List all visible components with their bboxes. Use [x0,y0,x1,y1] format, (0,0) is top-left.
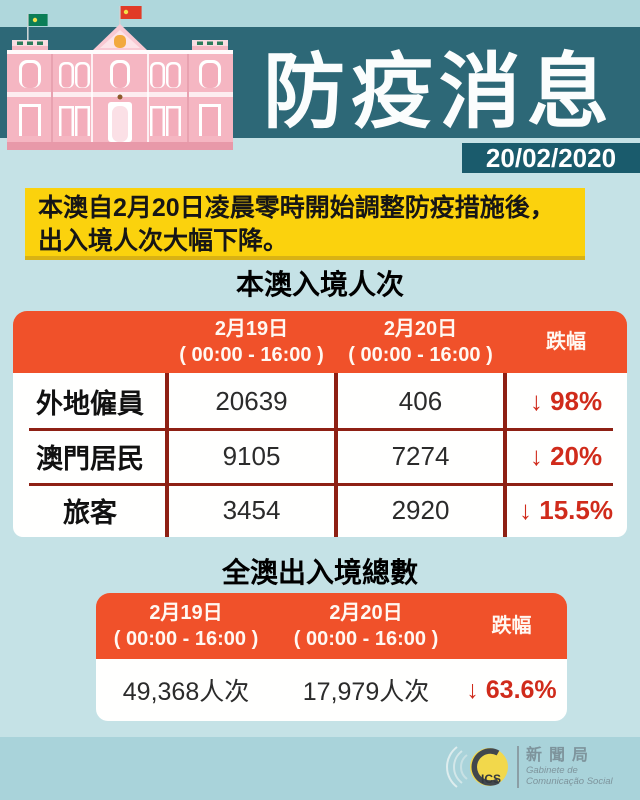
building-base [7,142,233,150]
org-name-pt-line1: Gabinete de [526,765,578,776]
gcs-logo: ICS 新聞局 Gabinete de Comunicação Social [441,741,631,793]
row-day20-value: 406 [398,385,443,416]
totals-table: 2月19日 ( 00:00 - 16:00 ) 2月20日 ( 00:00 - … [96,593,567,721]
header-day19-date: 2月19日 [214,318,289,340]
header-day19: 2月19日 ( 00:00 - 16:00 ) [167,316,336,368]
government-building-illustration [7,6,233,150]
lower-windows [19,104,221,136]
arrivals-table-header: 2月19日 ( 00:00 - 16:00 ) 2月20日 ( 00:00 - … [13,311,627,373]
header-day20: 2月20日 ( 00:00 - 16:00 ) [336,316,505,368]
totals-table-body: 49,368人次 17,979人次 ↓ 63.6% [96,659,567,721]
notice-box: 本澳自2月20日凌晨零時開始調整防疫措施後， 出入境人次大幅下降。 [25,188,585,260]
macau-flag-icon [28,14,48,26]
totals-section-title: 全澳出入境總數 [221,556,418,589]
china-flagpole [119,6,121,32]
header-day19-hours: ( 00:00 - 16:00 ) [113,628,259,650]
header-day20-date: 2月20日 [329,602,403,624]
row-day19-value: 9105 [222,441,281,471]
row-divider [29,428,613,431]
arrivals-section-title: 本澳入境人次 [235,268,404,301]
gcs-org-text: 新聞局 Gabinete de Comunicação Social [526,747,613,787]
row-day20-value: 7274 [391,441,450,471]
total-drop-value: ↓ 63.6% [466,675,557,704]
top-strip [0,0,640,27]
row-label: 外地僱員 [36,388,144,420]
org-name-zh: 新聞局 [526,747,596,764]
header-day20-date: 2月20日 [383,318,458,340]
row-label: 旅客 [63,498,117,529]
gcs-emblem-icon: ICS [446,746,508,788]
header-day20-hours: ( 00:00 - 16:00 ) [293,628,439,650]
row-label: 澳門居民 [36,444,144,475]
header-day19-hours: ( 00:00 - 16:00 ) [179,344,324,366]
main-door [108,94,132,142]
header-day20-hours: ( 00:00 - 16:00 ) [348,344,493,366]
footer-band [0,737,640,800]
header-day19: 2月19日 ( 00:00 - 16:00 ) [96,600,276,652]
org-name-pt-line2: Comunicação Social [526,776,613,787]
china-flag-icon [120,6,142,19]
logo-acronym: ICS [481,772,501,786]
row-day19-value: 3454 [222,495,281,525]
macau-flagpole [27,14,29,44]
row-drop-value: ↓ 20% [529,441,603,471]
logo-divider [517,746,519,788]
header-day20: 2月20日 ( 00:00 - 16:00 ) [276,600,456,652]
notice-line2: 出入境人次大幅下降。 [38,227,289,255]
row-drop-value: ↓ 15.5% [519,495,613,525]
header-drop: 跌幅 [491,615,532,637]
totals-table-header: 2月19日 ( 00:00 - 16:00 ) 2月20日 ( 00:00 - … [96,593,567,659]
row-drop-value: ↓ 98% [529,385,603,416]
header-day19-date: 2月19日 [149,602,223,624]
upper-windows [19,60,221,88]
column-divider [503,373,507,537]
total-day20-value: 17,979人次 [302,678,430,706]
row-divider [29,483,613,486]
row-day20-value: 2920 [391,495,450,525]
total-day19-value: 49,368人次 [122,678,250,706]
date-badge: 20/02/2020 [462,143,640,173]
arrivals-table: 2月19日 ( 00:00 - 16:00 ) 2月20日 ( 00:00 - … [13,311,627,537]
row-day19-value: 20639 [215,385,288,416]
column-divider [165,373,169,537]
column-divider [334,373,338,537]
notice-line1: 本澳自2月20日凌晨零時開始調整防疫措施後， [38,194,555,222]
arrivals-table-body: 外地僱員 20639 406 ↓ 98% 澳門居民 9105 7274 ↓ 20… [13,373,627,537]
page-title: 防疫消息 [262,43,615,140]
header-drop: 跌幅 [546,331,586,353]
